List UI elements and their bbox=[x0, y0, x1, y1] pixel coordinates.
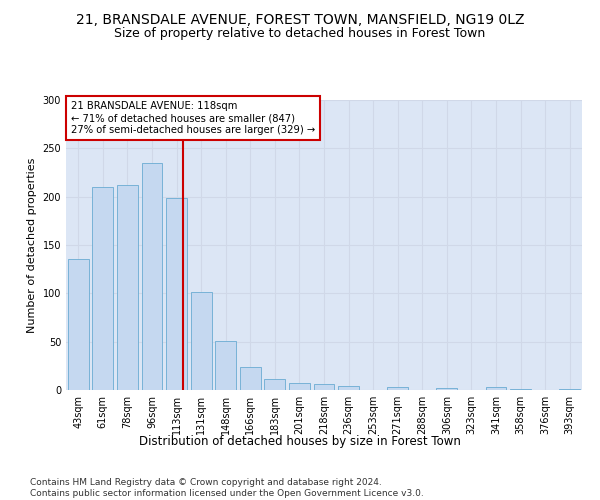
Text: 21, BRANSDALE AVENUE, FOREST TOWN, MANSFIELD, NG19 0LZ: 21, BRANSDALE AVENUE, FOREST TOWN, MANSF… bbox=[76, 12, 524, 26]
Bar bbox=[265, 380, 286, 390]
Y-axis label: Number of detached properties: Number of detached properties bbox=[27, 158, 37, 332]
Bar bbox=[117, 185, 138, 390]
Text: Contains HM Land Registry data © Crown copyright and database right 2024.
Contai: Contains HM Land Registry data © Crown c… bbox=[30, 478, 424, 498]
Bar bbox=[240, 367, 261, 390]
Bar bbox=[338, 386, 359, 390]
Bar bbox=[166, 198, 187, 390]
Bar bbox=[289, 383, 310, 390]
Bar bbox=[215, 340, 236, 390]
Bar bbox=[485, 387, 506, 390]
Bar bbox=[142, 163, 163, 390]
Bar bbox=[314, 384, 334, 390]
Bar bbox=[436, 388, 457, 390]
Text: 21 BRANSDALE AVENUE: 118sqm
← 71% of detached houses are smaller (847)
27% of se: 21 BRANSDALE AVENUE: 118sqm ← 71% of det… bbox=[71, 102, 316, 134]
Bar bbox=[387, 387, 408, 390]
Bar bbox=[510, 389, 531, 390]
Bar bbox=[92, 187, 113, 390]
Bar bbox=[68, 258, 89, 390]
Text: Size of property relative to detached houses in Forest Town: Size of property relative to detached ho… bbox=[115, 28, 485, 40]
Bar bbox=[191, 292, 212, 390]
Bar bbox=[559, 389, 580, 390]
Text: Distribution of detached houses by size in Forest Town: Distribution of detached houses by size … bbox=[139, 435, 461, 448]
